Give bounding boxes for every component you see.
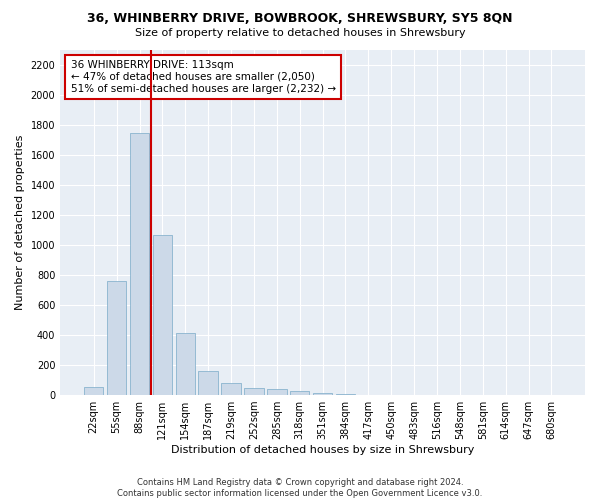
Bar <box>221 383 241 395</box>
Text: Contains HM Land Registry data © Crown copyright and database right 2024.
Contai: Contains HM Land Registry data © Crown c… <box>118 478 482 498</box>
Bar <box>290 391 310 395</box>
Bar <box>152 236 172 395</box>
Bar <box>176 333 195 395</box>
Bar <box>244 388 263 395</box>
Text: Size of property relative to detached houses in Shrewsbury: Size of property relative to detached ho… <box>134 28 466 38</box>
Bar <box>199 372 218 395</box>
Y-axis label: Number of detached properties: Number of detached properties <box>15 135 25 310</box>
X-axis label: Distribution of detached houses by size in Shrewsbury: Distribution of detached houses by size … <box>171 445 474 455</box>
Bar <box>107 281 127 395</box>
Text: 36 WHINBERRY DRIVE: 113sqm
← 47% of detached houses are smaller (2,050)
51% of s: 36 WHINBERRY DRIVE: 113sqm ← 47% of deta… <box>71 60 336 94</box>
Bar <box>313 393 332 395</box>
Bar <box>130 134 149 395</box>
Bar <box>84 387 103 395</box>
Bar <box>267 390 287 395</box>
Text: 36, WHINBERRY DRIVE, BOWBROOK, SHREWSBURY, SY5 8QN: 36, WHINBERRY DRIVE, BOWBROOK, SHREWSBUR… <box>87 12 513 26</box>
Bar <box>336 394 355 395</box>
